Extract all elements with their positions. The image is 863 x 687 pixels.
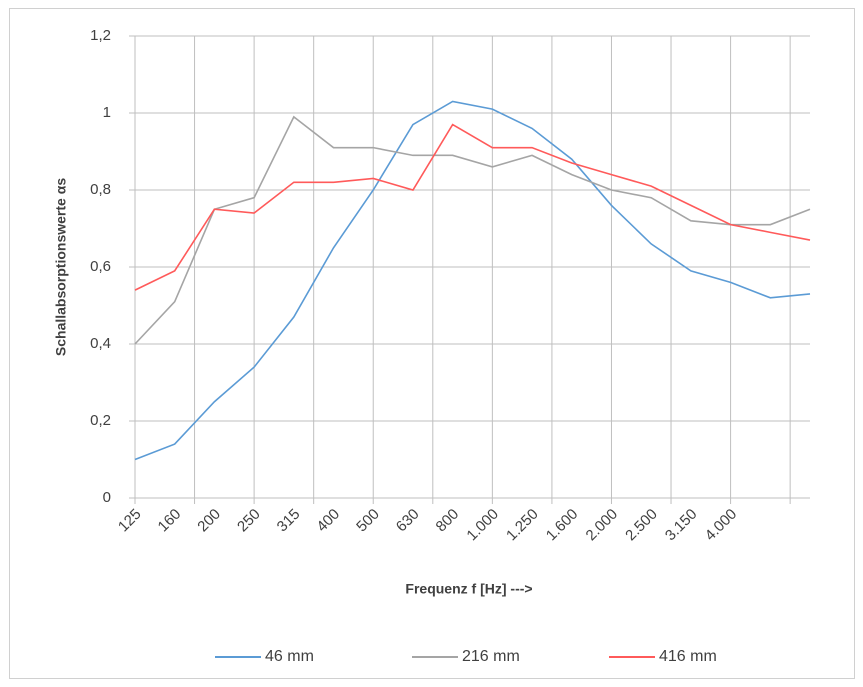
y-tick-label: 1 xyxy=(103,104,111,121)
y-tick-label: 0,6 xyxy=(90,258,111,275)
legend-label: 46 mm xyxy=(265,648,314,665)
y-tick-label: 0,8 xyxy=(90,181,111,198)
y-axis-label: Schallabsorptionswerte αs xyxy=(53,178,69,356)
series-line xyxy=(134,100,811,461)
y-tick-label: 0,4 xyxy=(90,335,111,352)
y-tick-label: 0,2 xyxy=(90,412,111,429)
legend-label: 216 mm xyxy=(462,648,520,665)
series-line xyxy=(134,115,811,345)
x-axis-label: Frequenz f [Hz] ---> xyxy=(405,581,532,597)
y-tick-label: 1,2 xyxy=(90,27,111,44)
legend-label: 416 mm xyxy=(659,648,717,665)
y-tick-label: 0 xyxy=(103,489,111,506)
series-line xyxy=(134,123,811,291)
